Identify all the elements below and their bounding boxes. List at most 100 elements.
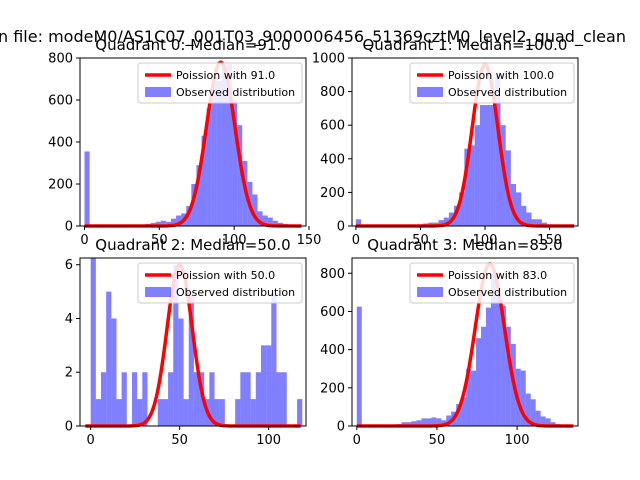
- y-tick-label: 0: [65, 220, 73, 235]
- histogram-bar: [206, 108, 212, 226]
- subplot-title: Quadrant 3: Median=83.0: [367, 236, 562, 254]
- histogram-bar: [131, 372, 138, 426]
- legend-box: [137, 62, 303, 104]
- histogram-bar: [232, 100, 238, 226]
- histogram-bar: [356, 306, 362, 426]
- histogram-bar: [209, 372, 215, 426]
- x-tick-label: 150: [537, 233, 562, 248]
- y-tick-label: 400: [320, 152, 345, 167]
- histogram-bar: [160, 220, 166, 226]
- legend: Poission with 50.0 Observed distribution: [137, 262, 303, 304]
- x-tick-label: 50: [151, 233, 168, 248]
- histogram-bar: [456, 404, 462, 426]
- histogram-bar: [226, 64, 233, 226]
- legend-box: [409, 262, 575, 304]
- x-axis: 0 50 100 150: [80, 226, 321, 248]
- histogram-bar: [111, 318, 117, 426]
- histogram-bar: [495, 74, 501, 226]
- y-tick-label: 0: [65, 420, 73, 435]
- y-tick-label: 800: [320, 267, 345, 282]
- histogram-bar: [426, 418, 432, 426]
- histogram-bar: [454, 205, 460, 226]
- histogram-bar: [219, 399, 225, 426]
- histogram-bar: [168, 372, 174, 426]
- histogram-bar: [411, 421, 417, 426]
- histogram-bar: [536, 219, 542, 226]
- subplot-0: 0 50 100 150 0 200 400 600 800 Quadrant 0: Median…: [48, 36, 321, 248]
- histogram-bar: [471, 370, 477, 426]
- y-tick-label: 0: [337, 420, 345, 435]
- histogram-bar: [521, 205, 527, 226]
- histogram-bar: [162, 399, 169, 426]
- legend-bar-swatch: [145, 87, 171, 97]
- histogram-bar: [201, 135, 207, 226]
- histogram-bar: [531, 219, 537, 226]
- x-tick-label: 0: [352, 233, 360, 248]
- y-tick-label: 200: [48, 178, 73, 193]
- histogram-bar: [266, 345, 272, 426]
- x-axis: 0 50 100 150: [352, 226, 562, 248]
- histogram-bar: [267, 217, 273, 226]
- histogram-bar: [142, 372, 148, 426]
- y-tick-label: 4: [65, 312, 73, 327]
- histogram-bar: [516, 192, 522, 226]
- legend-label-poisson: Poission with 100.0: [448, 69, 554, 82]
- histogram-bar: [116, 399, 122, 426]
- histogram-bar: [240, 372, 246, 426]
- histogram-bar: [406, 422, 412, 426]
- histogram-bar: [121, 372, 127, 426]
- x-tick-label: 50: [429, 433, 446, 448]
- histogram-bars: [90, 258, 303, 426]
- histogram-bar: [466, 368, 472, 426]
- histogram-bar: [505, 326, 511, 426]
- histogram-bar: [106, 291, 112, 426]
- histogram-bar: [176, 215, 182, 226]
- histogram-bar: [165, 221, 171, 226]
- histogram-bar: [464, 148, 470, 226]
- histogram-bar: [545, 418, 551, 426]
- legend: Poission with 100.0 Observed distribution: [409, 62, 575, 104]
- histogram-bar: [281, 372, 287, 426]
- axes-frame: [351, 257, 579, 427]
- histogram-bar: [250, 399, 256, 426]
- subplot-title: Quadrant 0: Median=91.0: [95, 36, 290, 54]
- y-axis: 0 200 400 600 800: [48, 52, 80, 235]
- histogram-bar: [416, 420, 422, 426]
- histogram-bar: [401, 422, 407, 426]
- histogram-bar: [216, 81, 222, 226]
- y-tick-label: 6: [65, 258, 73, 273]
- legend-label-poisson: Poission with 91.0: [176, 69, 275, 82]
- histogram-bar: [540, 416, 546, 426]
- histogram-bar: [235, 399, 241, 426]
- histogram-bar: [183, 399, 189, 426]
- subplot-title: Quadrant 1: Median=100.0: [363, 36, 568, 54]
- subplot-title: Quadrant 2: Median=50.0: [95, 236, 290, 254]
- legend-label-observed: Observed distribution: [448, 86, 567, 99]
- y-tick-label: 400: [48, 136, 73, 151]
- histogram-bar: [188, 291, 194, 426]
- histogram-bar: [90, 258, 96, 426]
- x-tick-label: 150: [297, 233, 322, 248]
- x-axis: 0 50 100: [87, 426, 281, 448]
- histogram-bar: [446, 415, 452, 426]
- histogram-bar: [490, 105, 496, 226]
- legend-label-observed: Observed distribution: [176, 86, 295, 99]
- histogram-bar: [490, 273, 496, 426]
- histogram-bar: [276, 372, 282, 426]
- legend: Poission with 83.0 Observed distribution: [409, 262, 575, 304]
- y-tick-label: 600: [320, 119, 345, 134]
- x-axis: 0 50 100: [353, 426, 530, 448]
- histogram-bar: [495, 292, 501, 426]
- histogram-bar: [272, 220, 278, 226]
- x-tick-label: 100: [222, 233, 247, 248]
- x-tick-label: 100: [256, 433, 281, 448]
- histogram-bar: [459, 192, 465, 226]
- y-tick-label: 600: [320, 305, 345, 320]
- histogram-bar: [476, 338, 482, 426]
- legend-box: [137, 262, 303, 304]
- legend-bar-swatch: [145, 287, 171, 297]
- histogram-bar: [262, 215, 268, 226]
- y-tick-label: 600: [48, 94, 73, 109]
- histogram-bar: [500, 305, 506, 426]
- axes-frame: [79, 257, 307, 427]
